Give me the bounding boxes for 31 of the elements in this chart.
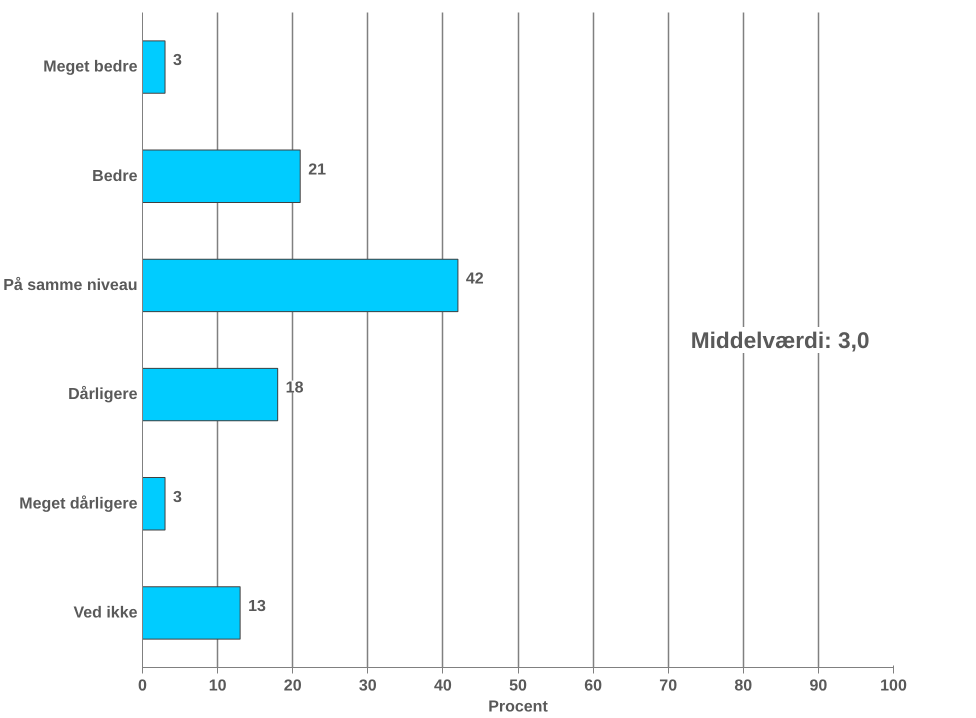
y-tick-label: På samme niveau — [3, 276, 138, 294]
y-tick-label: Meget bedre — [43, 58, 138, 76]
bar — [142, 150, 301, 203]
x-tick-label: 30 — [358, 678, 377, 694]
bar — [142, 586, 241, 640]
x-axis-title: Procent — [488, 698, 548, 716]
bar — [142, 258, 458, 312]
data-label: 18 — [286, 380, 304, 397]
bar — [142, 368, 278, 422]
data-label: 3 — [173, 488, 182, 506]
y-tick-label: Meget dårligere — [19, 494, 138, 512]
data-label: 3 — [173, 52, 182, 70]
x-tick-label: 60 — [584, 678, 602, 694]
x-tick-label: 100 — [880, 678, 907, 694]
y-tick-label: Ved ikke — [73, 604, 138, 622]
x-tick-label: 10 — [208, 678, 227, 694]
x-tick-label: 40 — [434, 678, 452, 694]
x-tick-label: 70 — [659, 678, 678, 694]
y-tick-label: Bedre — [92, 168, 138, 185]
bar — [142, 40, 166, 94]
x-tick-label: 80 — [734, 678, 752, 694]
x-tick-label: 90 — [810, 678, 828, 694]
annotation: Middelværdi: 3,0 — [690, 327, 870, 353]
x-tick-label: 0 — [138, 678, 148, 694]
data-label: 13 — [248, 598, 266, 615]
data-label: 21 — [308, 161, 326, 178]
x-tick-label: 50 — [509, 678, 527, 694]
y-tick-label: Dårligere — [68, 385, 138, 404]
data-label: 42 — [466, 270, 484, 288]
x-tick-label: 20 — [284, 678, 302, 694]
bar — [142, 477, 166, 530]
